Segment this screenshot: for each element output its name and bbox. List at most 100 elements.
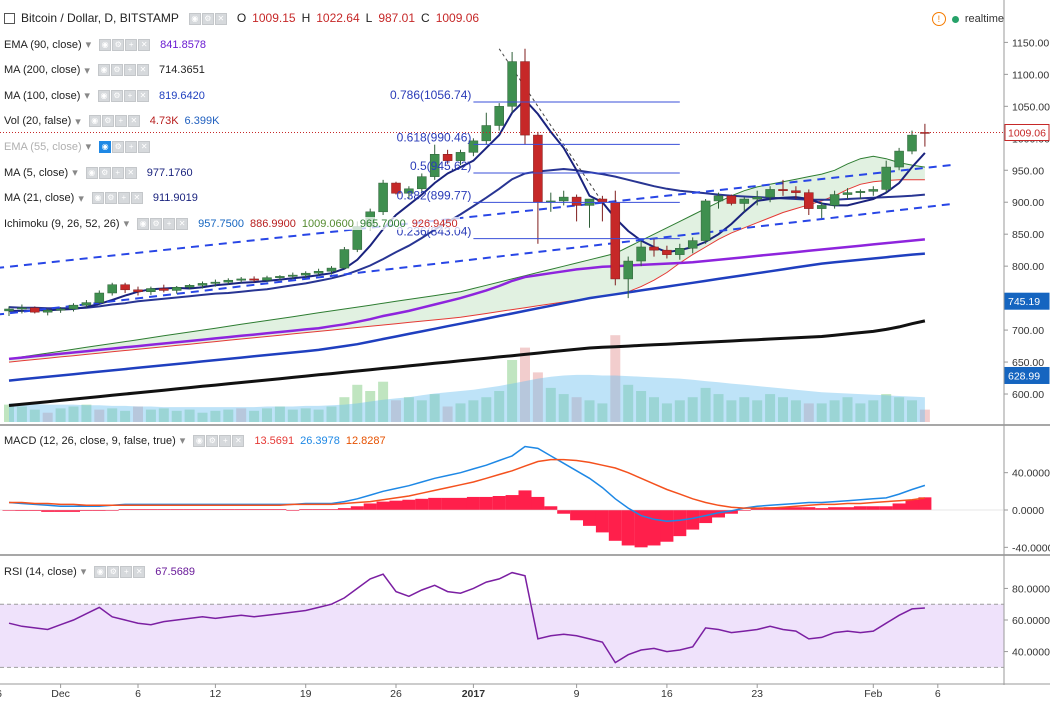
close-icon[interactable]: ✕ <box>124 166 137 179</box>
price-tick-label: 800.00 <box>1012 261 1044 273</box>
plus-icon[interactable]: + <box>163 217 176 230</box>
macd-line <box>8 445 926 522</box>
volume-bar <box>197 412 208 422</box>
legend-buttons[interactable]: ◉ ⚙ + ✕ <box>193 434 245 447</box>
legend-buttons[interactable]: ◉ ⚙ + ✕ <box>137 217 189 230</box>
gear-icon[interactable]: ⚙ <box>150 217 163 230</box>
gear-icon[interactable]: ⚙ <box>110 64 123 77</box>
collapse-icon[interactable] <box>4 13 15 24</box>
volume-bar <box>829 400 840 422</box>
close-icon[interactable]: ✕ <box>138 38 151 51</box>
volume-bar <box>558 394 569 422</box>
chevron-down-icon[interactable]: ▾ <box>84 64 90 77</box>
gear-icon[interactable]: ⚙ <box>101 115 114 128</box>
legend-buttons[interactable]: ◉ ⚙ + ✕ <box>85 166 137 179</box>
chevron-down-icon[interactable]: ▾ <box>80 566 87 578</box>
chevron-down-icon[interactable]: ▾ <box>72 167 78 179</box>
candle-body <box>339 249 350 269</box>
legend-value: 957.7500 <box>198 217 244 230</box>
candle-body <box>687 240 698 249</box>
close-icon[interactable]: ✕ <box>136 64 149 77</box>
fib-level-label: 0.618(990.46) <box>397 130 472 144</box>
price-badge-label: 628.99 <box>1008 370 1040 382</box>
close-icon[interactable]: ✕ <box>176 217 189 230</box>
eye-icon[interactable]: ◉ <box>99 38 112 51</box>
eye-icon[interactable]: ◉ <box>91 192 104 205</box>
legend-value: 1009.0600 <box>301 217 354 230</box>
gear-icon[interactable]: ⚙ <box>104 192 117 205</box>
plus-icon[interactable]: + <box>125 140 138 153</box>
legend-buttons[interactable]: ◉ ⚙ + ✕ <box>99 140 151 153</box>
legend-name: MA (100, close) <box>4 89 81 102</box>
eye-icon[interactable]: ◉ <box>97 89 110 102</box>
gear-icon[interactable]: ⚙ <box>112 38 125 51</box>
ohlc-readout: O 1009.15 H 1022.64 L 987.01 C 1009.06 <box>237 12 479 25</box>
close-icon[interactable]: ✕ <box>130 192 143 205</box>
legend-value: 714.3651 <box>158 64 205 77</box>
chevron-down-icon[interactable]: ▾ <box>179 435 186 447</box>
candle-body <box>520 61 530 136</box>
chevron-down-icon[interactable]: ▾ <box>84 90 90 103</box>
close-icon[interactable]: ✕ <box>138 140 151 153</box>
legend-buttons[interactable]: ◉ ⚙ + ✕ <box>88 115 140 128</box>
close-icon[interactable]: ✕ <box>232 434 245 447</box>
exclamation-circle-icon[interactable]: ! <box>931 12 946 26</box>
legend-buttons[interactable]: ◉ ⚙ + ✕ <box>97 89 149 102</box>
candle-body <box>752 196 762 200</box>
candle-body <box>442 154 453 161</box>
volume-bar <box>494 391 505 422</box>
eye-icon[interactable]: ◉ <box>85 166 98 179</box>
eye-icon[interactable]: ◉ <box>193 434 206 447</box>
candle-body <box>262 277 272 281</box>
close-icon[interactable]: ✕ <box>127 115 140 128</box>
plus-icon[interactable]: + <box>123 89 136 102</box>
gear-icon[interactable]: ⚙ <box>110 89 123 102</box>
legend-buttons[interactable]: ◉ ⚙ + ✕ <box>99 38 151 51</box>
price-tick-label: 650.00 <box>1012 357 1044 369</box>
macd-histogram-bar <box>712 510 725 518</box>
close-icon[interactable]: ✕ <box>136 89 149 102</box>
close-icon[interactable]: ✕ <box>133 565 146 578</box>
gear-icon[interactable]: ⚙ <box>206 434 219 447</box>
volume-bar <box>391 400 401 422</box>
plus-icon[interactable]: + <box>219 434 232 447</box>
chevron-down-icon[interactable]: ▾ <box>78 192 84 205</box>
volume-bar <box>545 387 556 422</box>
chevron-down-icon[interactable]: ▾ <box>85 39 92 51</box>
macd-histogram-bar <box>570 510 584 521</box>
plus-icon[interactable]: + <box>114 115 127 128</box>
macd-histogram-bar <box>660 510 674 542</box>
symbol-buttons[interactable]: ◉ ⚙ ✕ <box>188 12 227 25</box>
eye-icon[interactable]: ◉ <box>137 217 150 230</box>
plus-icon[interactable]: + <box>111 166 124 179</box>
eye-icon[interactable]: ◉ <box>99 140 112 153</box>
gear-icon[interactable]: ⚙ <box>112 140 125 153</box>
trend-line <box>0 164 951 269</box>
eye-icon[interactable]: ◉ <box>97 64 110 77</box>
chevron-down-icon[interactable]: ▾ <box>85 141 92 154</box>
plus-icon[interactable]: + <box>120 565 133 578</box>
legend-buttons[interactable]: ◉ ⚙ + ✕ <box>91 192 143 205</box>
plus-icon[interactable]: + <box>117 192 130 205</box>
time-tick-label: Dec <box>51 688 70 700</box>
chevron-down-icon[interactable]: ▾ <box>75 115 81 128</box>
eye-icon[interactable]: ◉ <box>94 565 107 578</box>
plus-icon[interactable]: + <box>125 38 138 51</box>
chevron-down-icon[interactable]: ▾ <box>123 218 130 231</box>
gear-icon[interactable]: ⚙ <box>107 565 120 578</box>
ohlc-value: 1009.15 <box>252 11 296 25</box>
eye-icon[interactable]: ◉ <box>88 115 101 128</box>
legend-name: EMA (55, close) <box>4 140 82 153</box>
macd-histogram-bar <box>454 497 467 510</box>
candle-body <box>417 176 427 190</box>
volume-bar <box>184 409 195 422</box>
macd-histogram-bar <box>67 510 80 512</box>
legend-buttons[interactable]: ◉ ⚙ + ✕ <box>94 565 146 578</box>
gear-icon[interactable]: ⚙ <box>98 166 111 179</box>
candle-body <box>481 125 492 142</box>
legend-buttons[interactable]: ◉ ⚙ + ✕ <box>97 64 149 77</box>
plus-icon[interactable]: + <box>123 64 136 77</box>
indicator-legend-row: EMA (90, close) ▾ ◉ ⚙ + ✕ 841.8578 <box>2 38 209 51</box>
candle-body <box>739 198 750 204</box>
